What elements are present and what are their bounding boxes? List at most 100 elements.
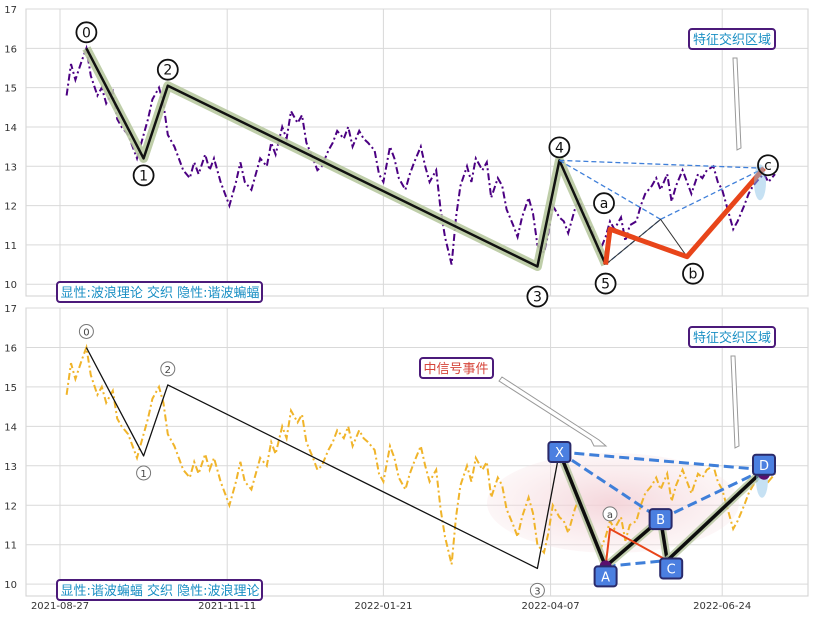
wave-point-label: 2 xyxy=(165,365,171,376)
price-line xyxy=(65,343,776,565)
wave-point-label: 5 xyxy=(601,277,610,293)
harmonic-node-box xyxy=(593,565,618,588)
x-tick-label: 2022-01-21 xyxy=(354,601,412,612)
y-tick-label: 10 xyxy=(4,280,17,291)
top-point-labels: 0 1 2 3 4 5 a b c xyxy=(75,21,779,308)
bottom-point-labels: 0 1 2 3 a X A B C D xyxy=(78,323,776,598)
harmonic-dashed-edge xyxy=(605,559,668,568)
x-axis: 2021-08-27 2021-11-11 2022-01-21 2022-04-07… xyxy=(31,601,751,612)
wave-point-marker xyxy=(526,285,549,308)
harmonic-node-label: B xyxy=(656,513,665,528)
y-tick-label: 13 xyxy=(4,462,17,473)
top-legend-text: 显性:波浪理论 交织 隐性:谐波蝙蝠 xyxy=(60,285,259,301)
y-tick-label: 11 xyxy=(4,541,17,552)
signal-annotation-arrow xyxy=(498,376,608,447)
x-tick-label: 2022-06-24 xyxy=(693,601,751,612)
x-tick-label: 2022-04-07 xyxy=(522,601,580,612)
harmonic-node-label: A xyxy=(601,570,610,585)
harmonic-leg xyxy=(666,468,766,562)
harmonic-point-label: a xyxy=(600,196,609,212)
wave-point-marker xyxy=(156,58,179,81)
wave-point-marker xyxy=(78,323,94,339)
y-tick-label: 12 xyxy=(4,202,17,213)
harmonic-node-box xyxy=(648,508,673,531)
wave-point-label: 1 xyxy=(139,168,148,184)
y-tick-label: 13 xyxy=(4,162,17,173)
harmonic-point-label: b xyxy=(689,267,698,283)
harmonic-point-label: c xyxy=(764,158,772,174)
harmonic-node-box xyxy=(752,453,776,476)
top-wave-overlay xyxy=(82,46,766,271)
wave-point-marker xyxy=(529,582,545,598)
wave-point-marker xyxy=(136,465,152,481)
top-annotation-text: 特征交织区域 xyxy=(693,32,771,48)
signal-annotation-text: 中信号事件 xyxy=(423,362,488,377)
wave-point-label: 0 xyxy=(83,327,89,338)
wave-point-marker xyxy=(160,361,176,377)
y-tick-label: 17 xyxy=(4,5,17,16)
bottom-annotation-text: 特征交织区域 xyxy=(693,330,771,346)
top-annotation-box xyxy=(688,28,776,50)
wave-point-marker xyxy=(132,164,155,187)
y-tick-label: 12 xyxy=(4,501,17,512)
wave-point-marker xyxy=(75,21,98,44)
signal-annotation: 中信号事件 xyxy=(419,357,608,447)
y-tick-label: 10 xyxy=(4,580,17,591)
y-tick-label: 14 xyxy=(4,422,17,433)
y-tick-label: 15 xyxy=(4,383,17,394)
harmonic-helper-line xyxy=(605,218,688,265)
dashed-guide-line xyxy=(660,167,765,220)
bottom-plot-area xyxy=(25,307,809,597)
wave-point-label: 1 xyxy=(140,469,146,480)
minor-point-label: a xyxy=(607,510,613,521)
harmonic-point-marker xyxy=(757,154,779,177)
x-tick-label: 2021-11-11 xyxy=(198,601,256,612)
bottom-feature-annotation: 特征交织区域 xyxy=(688,326,776,449)
harmonic-zone-highlight xyxy=(487,453,739,553)
harmonic-point-marker xyxy=(682,262,704,285)
harmonic-node-box xyxy=(659,557,684,580)
top-feature-annotation: 特征交织区域 xyxy=(688,28,776,151)
minor-point-marker xyxy=(602,506,618,522)
top-price-series xyxy=(65,44,776,265)
dashed-guide-line xyxy=(559,159,765,169)
harmonic-path xyxy=(603,166,766,265)
top-y-axis: 10 11 12 13 14 15 16 17 xyxy=(4,5,17,291)
price-line xyxy=(65,44,776,265)
y-tick-label: 11 xyxy=(4,241,17,252)
wave-line xyxy=(85,47,607,268)
bottom-y-axis: 10 11 12 13 14 15 16 17 xyxy=(4,304,17,591)
harmonic-dashed-edge xyxy=(659,468,765,521)
bottom-legend-text: 显性:谐波蝙蝠 交织 隐性:波浪理论 xyxy=(60,583,259,599)
top-legend-box xyxy=(56,281,263,303)
wave-point-label: 3 xyxy=(534,586,540,597)
y-tick-label: 15 xyxy=(4,84,17,95)
y-tick-label: 14 xyxy=(4,123,17,134)
wave-point-label: 2 xyxy=(163,63,172,79)
dashed-guide-line xyxy=(559,159,661,220)
top-legend: 显性:波浪理论 交织 隐性:谐波蝙蝠 xyxy=(56,281,263,303)
bottom-annotation-box xyxy=(688,326,776,348)
wave-point-label: 4 xyxy=(555,140,564,156)
wave-point-label: 0 xyxy=(82,25,91,41)
bottom-legend: 显性:谐波蝙蝠 交织 隐性:波浪理论 xyxy=(56,579,263,601)
y-tick-label: 17 xyxy=(4,304,17,315)
y-tick-label: 16 xyxy=(4,343,17,354)
harmonic-node-label: X xyxy=(555,446,564,461)
top-annotation-arrow xyxy=(732,57,742,151)
harmonic-point-marker xyxy=(593,192,615,215)
harmonic-node-label: D xyxy=(759,459,769,474)
bottom-legend-box xyxy=(56,579,263,601)
harmonic-node-label: C xyxy=(667,562,676,577)
bottom-price-series xyxy=(65,343,776,565)
x-tick-label: 2021-08-27 xyxy=(31,601,89,612)
bottom-annotation-arrow xyxy=(730,355,740,449)
harmonic-dashed-edge xyxy=(558,450,662,521)
wave-point-label: 3 xyxy=(533,290,542,306)
wave-point-marker xyxy=(548,136,571,159)
top-plot-area xyxy=(25,8,809,297)
harmonic-node-box xyxy=(547,441,572,463)
